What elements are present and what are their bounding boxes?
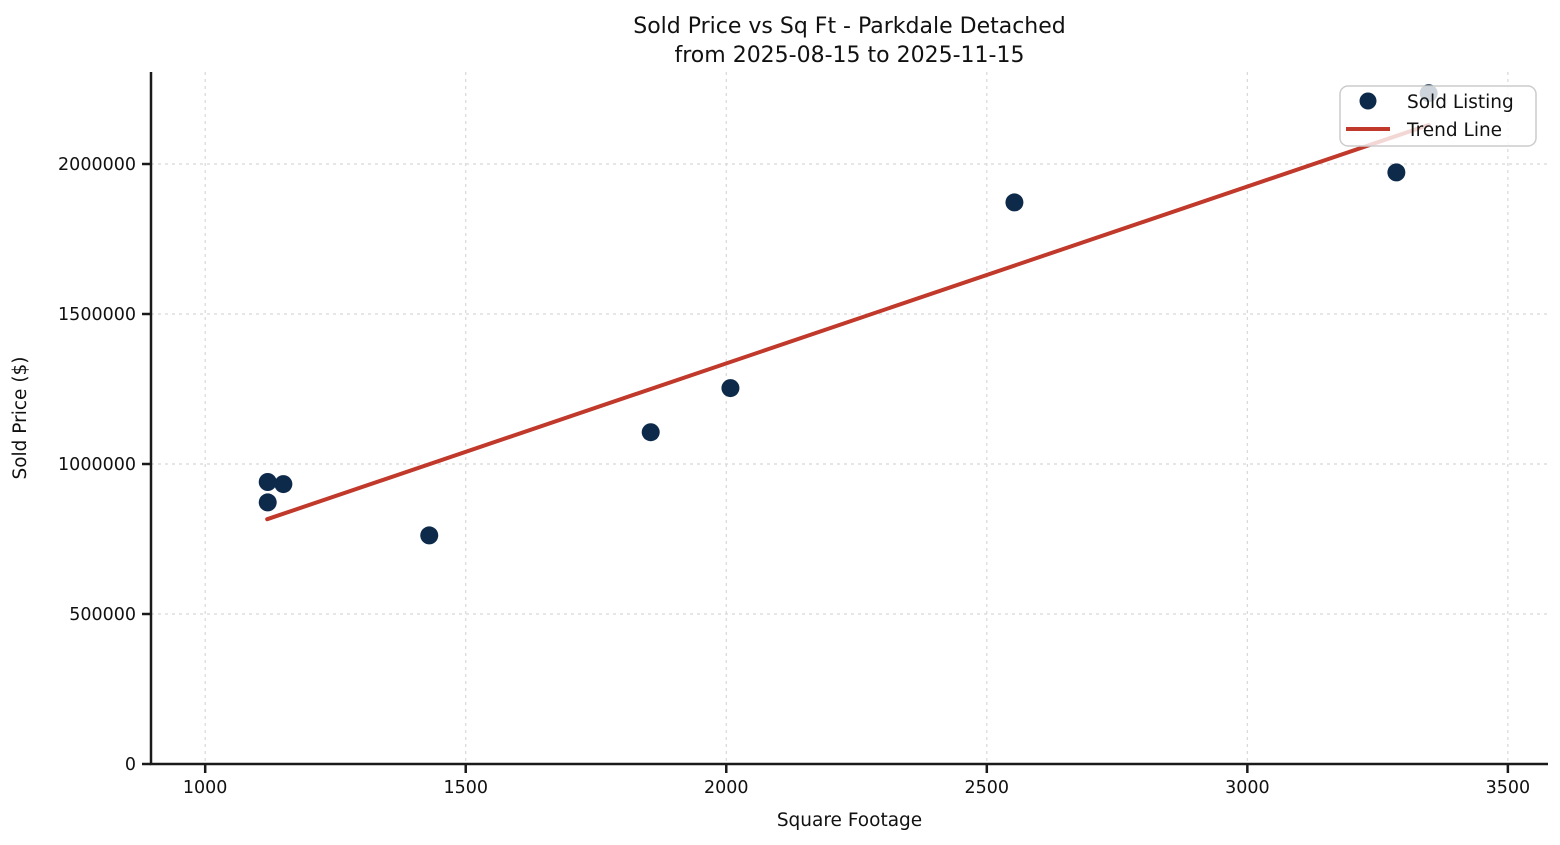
x-tick-label: 3000 [1225, 778, 1270, 798]
scatter-point [274, 475, 293, 494]
y-tick-label: 0 [125, 755, 136, 775]
trend-line [265, 123, 1431, 522]
legend-marker-sold-listing-icon [1359, 92, 1377, 110]
chart-title-line1: Sold Price vs Sq Ft - Parkdale Detached [633, 14, 1066, 39]
y-tick-label: 1500000 [58, 305, 136, 325]
scatter-point [721, 379, 740, 398]
y-tick-label: 500000 [69, 605, 136, 625]
scatter-point [420, 526, 439, 545]
scatter-point [258, 493, 277, 512]
x-axis-label: Square Footage [777, 810, 922, 831]
legend-label-sold-listing: Sold Listing [1407, 92, 1514, 113]
x-tick-label: 2500 [965, 778, 1010, 798]
y-axis-label: Sold Price ($) [10, 356, 31, 479]
y-tick-label: 2000000 [58, 155, 136, 175]
scatter-point [1005, 193, 1024, 212]
x-tick-label: 3500 [1486, 778, 1531, 798]
scatter-point [258, 473, 277, 492]
legend-label-trend-line: Trend Line [1406, 120, 1502, 141]
scatter-point [641, 423, 660, 442]
chart-title-line2: from 2025-08-15 to 2025-11-15 [675, 43, 1025, 68]
y-tick-label: 1000000 [58, 455, 136, 475]
x-tick-label: 2000 [704, 778, 749, 798]
x-tick-label: 1000 [183, 778, 228, 798]
x-tick-label: 1500 [443, 778, 488, 798]
scatter-point [1387, 163, 1406, 182]
